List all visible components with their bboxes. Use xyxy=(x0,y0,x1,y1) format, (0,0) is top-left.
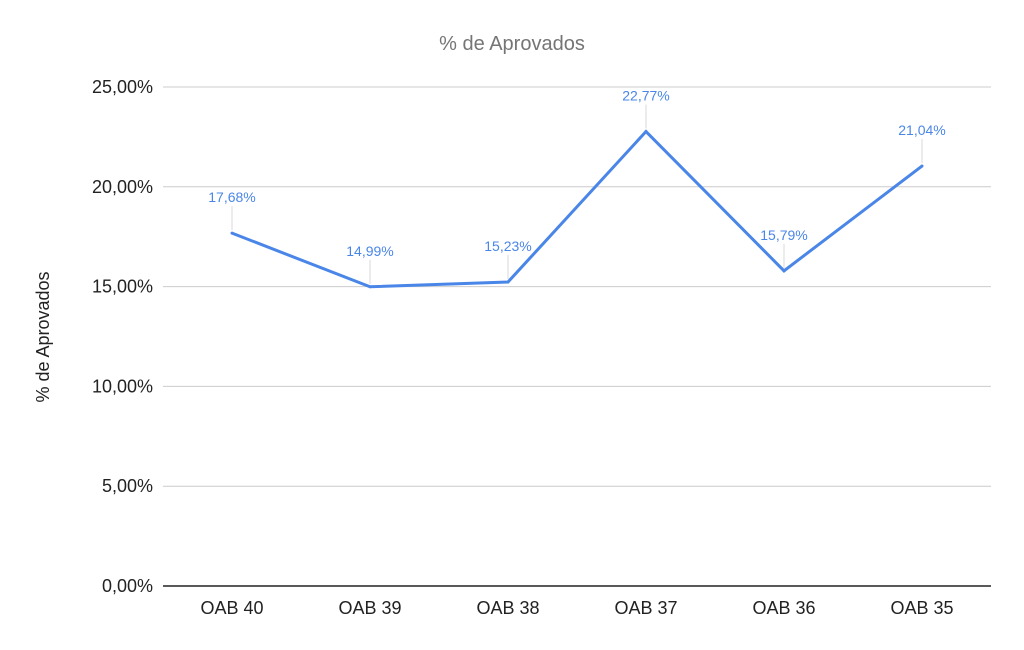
x-tick-label: OAB 39 xyxy=(338,598,401,618)
data-label: 15,23% xyxy=(484,238,531,254)
x-tick-label: OAB 35 xyxy=(890,598,953,618)
data-series xyxy=(230,129,924,289)
data-label-leaders xyxy=(231,104,923,284)
data-point xyxy=(644,130,648,134)
y-tick-label: 25,00% xyxy=(92,77,153,97)
x-tick-label: OAB 36 xyxy=(752,598,815,618)
y-tick-label: 0,00% xyxy=(102,576,153,596)
data-point xyxy=(506,280,510,284)
data-point xyxy=(230,231,234,235)
data-label: 22,77% xyxy=(622,88,669,104)
x-tick-label: OAB 40 xyxy=(200,598,263,618)
x-tick-label: OAB 37 xyxy=(614,598,677,618)
data-point xyxy=(368,285,372,289)
y-axis-tick-labels: 0,00% 5,00% 10,00% 15,00% 20,00% 25,00% xyxy=(92,77,153,596)
gridlines xyxy=(163,86,991,587)
x-tick-label: OAB 38 xyxy=(476,598,539,618)
x-axis-tick-labels: OAB 40 OAB 39 OAB 38 OAB 37 OAB 36 OAB 35 xyxy=(200,598,953,618)
y-tick-label: 5,00% xyxy=(102,476,153,496)
y-tick-label: 15,00% xyxy=(92,277,153,297)
data-label: 21,04% xyxy=(898,122,945,138)
data-labels: 17,68% 14,99% 15,23% 22,77% 15,79% 21,04% xyxy=(208,88,945,259)
data-point xyxy=(920,164,924,168)
data-point xyxy=(782,269,786,273)
data-label: 17,68% xyxy=(208,189,255,205)
data-label: 15,79% xyxy=(760,227,807,243)
series-line xyxy=(231,129,923,289)
y-tick-label: 20,00% xyxy=(92,177,153,197)
y-axis-title: % de Aprovados xyxy=(33,271,53,402)
data-label: 14,99% xyxy=(346,243,393,259)
y-tick-label: 10,00% xyxy=(92,376,153,396)
chart-title: % de Aprovados xyxy=(439,33,585,55)
